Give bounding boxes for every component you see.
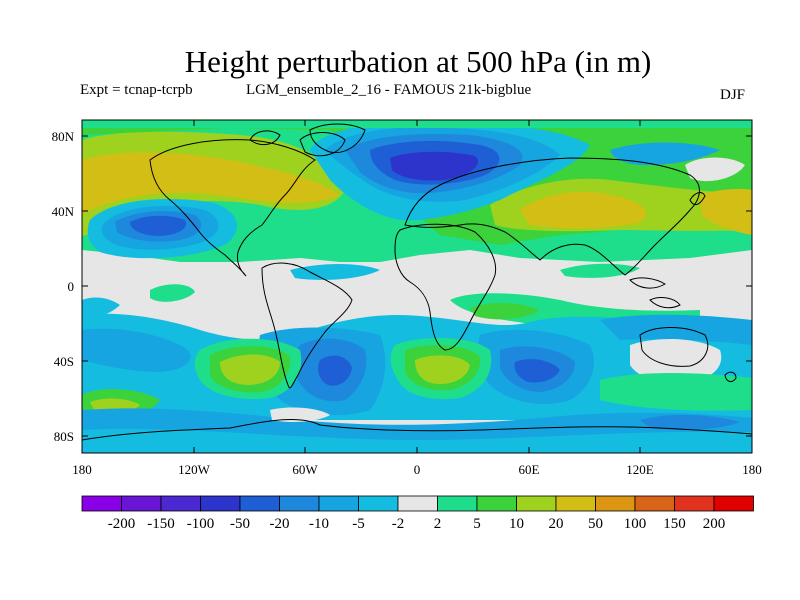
colorbar-swatch	[279, 495, 320, 512]
colorbar-swatch	[397, 495, 438, 512]
colorbar-label: 5	[473, 516, 481, 532]
colorbar-swatch	[634, 495, 675, 512]
lon-label-0: 0	[414, 462, 421, 477]
colorbar-swatch	[200, 495, 241, 512]
colorbar-label: 2	[434, 516, 442, 532]
colorbar-swatch	[516, 495, 557, 512]
colorbar-label: -100	[187, 516, 215, 532]
colorbar-label: -150	[147, 516, 175, 532]
colorbar-swatch	[160, 495, 201, 512]
lat-label-0: 0	[68, 279, 75, 294]
lon-label-60e: 60E	[519, 462, 540, 477]
colorbar-swatch	[81, 495, 122, 512]
colorbar-label: -10	[309, 516, 329, 532]
colorbar-label: 20	[549, 516, 564, 532]
lon-label-180e: 180	[742, 462, 762, 477]
lat-tick-marks	[82, 135, 752, 437]
lon-label-60w: 60W	[292, 462, 318, 477]
lon-label-180w: 180	[72, 462, 92, 477]
lon-label-120e: 120E	[626, 462, 654, 477]
colorbar-swatch	[555, 495, 596, 512]
colorbar-label: 150	[663, 516, 686, 532]
colorbar-swatch	[121, 495, 162, 512]
lat-label-40s: 40S	[54, 354, 74, 369]
colorbar-swatch	[318, 495, 359, 512]
height-perturbation-field	[82, 120, 752, 453]
colorbar-labels: -200 -150 -100 -50 -20 -10 -5 -2 2 5 10 20 50 100 150 2…	[108, 516, 726, 532]
colorbar-label: 50	[588, 516, 603, 532]
colorbar-label: -2	[392, 516, 405, 532]
colorbar-label: -5	[352, 516, 365, 532]
experiment-label: Expt = tcnap-tcrpb	[80, 82, 193, 98]
coastlines	[82, 123, 752, 441]
colorbar-label: -50	[230, 516, 250, 532]
colorbar-swatch	[595, 495, 636, 512]
colorbar-swatch	[437, 495, 478, 512]
season-label: DJF	[720, 87, 746, 103]
colorbar-label: 200	[703, 516, 726, 532]
colorbar-swatch	[358, 495, 399, 512]
run-name-label: LGM_ensemble_2_16 - FAMOUS 21k-bigblue	[246, 82, 532, 98]
map-title: Height perturbation at 500 hPa (in m)	[184, 44, 652, 79]
lon-label-120w: 120W	[178, 462, 211, 477]
lon-tick-marks	[193, 120, 641, 453]
colorbar-swatch	[713, 495, 754, 512]
colorbar-label: -200	[108, 516, 136, 532]
lat-label-80n: 80N	[52, 129, 75, 144]
colorbar-label: 10	[509, 516, 524, 532]
colorbar-swatch	[674, 495, 715, 512]
colorbar-swatch	[239, 495, 280, 512]
colorbar	[81, 495, 754, 512]
colorbar-swatch	[476, 495, 517, 512]
colorbar-label: 100	[624, 516, 647, 532]
lat-label-40n: 40N	[52, 204, 75, 219]
colorbar-label: -20	[270, 516, 290, 532]
lat-label-80s: 80S	[54, 429, 74, 444]
